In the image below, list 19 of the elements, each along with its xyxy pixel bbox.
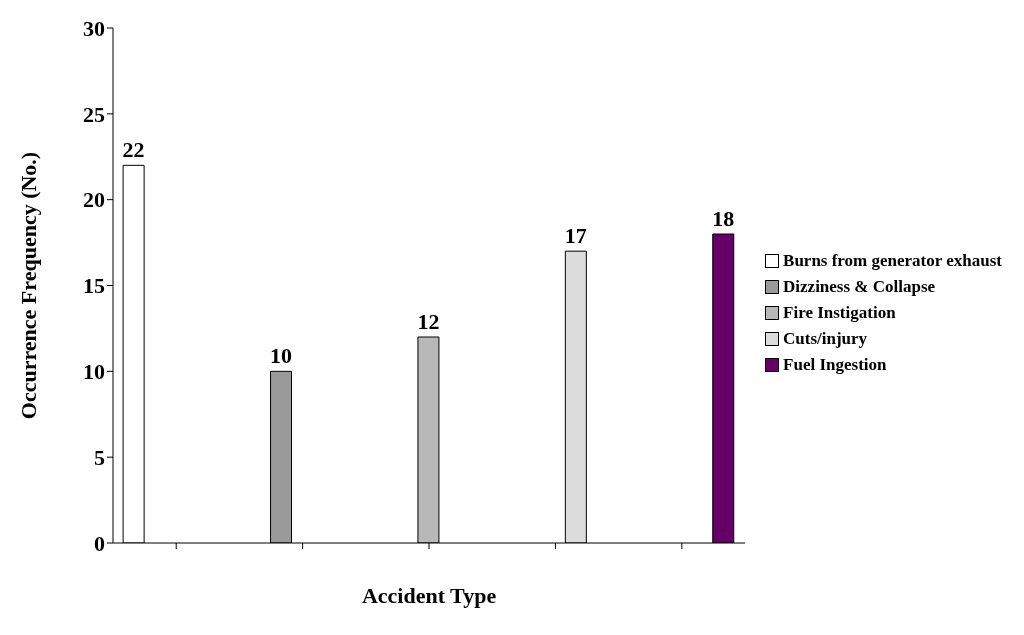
y-tick-label: 30 [83, 15, 105, 41]
data-label: 18 [712, 206, 735, 231]
legend-label: Dizziness & Collapse [783, 276, 936, 297]
x-axis-title: Accident Type [361, 583, 497, 608]
legend-label: Burns from generator exhaust [783, 250, 1002, 271]
y-tick-label: 15 [83, 273, 105, 299]
data-label: 22 [122, 137, 145, 163]
y-tick-label: 5 [94, 444, 105, 470]
y-tick-label: 10 [83, 359, 105, 385]
y-tick-label: 0 [94, 530, 105, 556]
y-tick-label: 25 [83, 101, 105, 127]
y-tick-label: 20 [83, 187, 105, 213]
y-axis-title: Occurrence Frequency (No.) [15, 151, 41, 420]
legend-label: Cuts/injury [783, 328, 868, 349]
data-label: 12 [417, 309, 440, 334]
data-label: 17 [564, 223, 587, 249]
legend-label: Fire Instigation [783, 302, 896, 323]
legend-label: Fuel Ingestion [783, 354, 887, 375]
data-label: 10 [270, 343, 293, 369]
